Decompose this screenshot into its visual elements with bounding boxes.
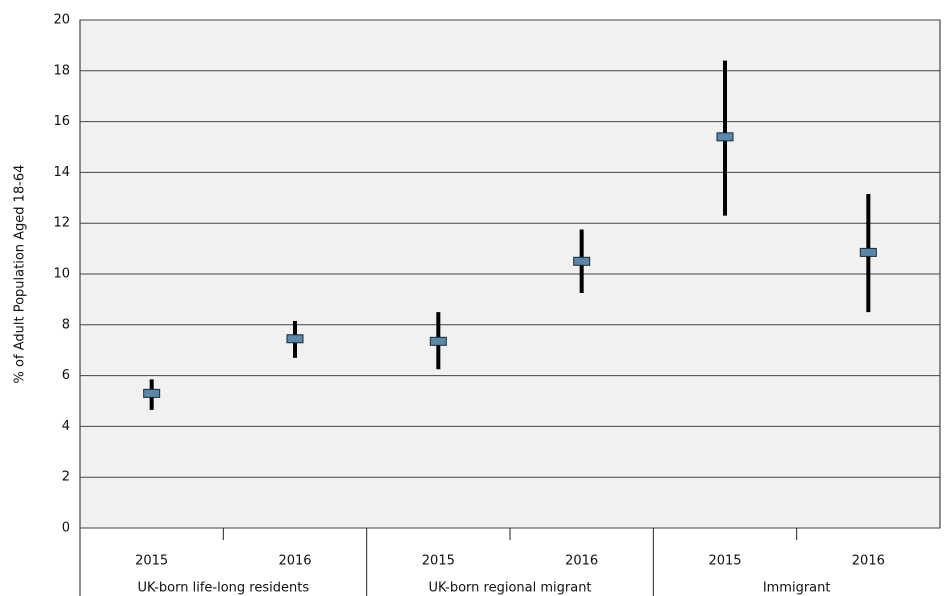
x-tick-label: 2015	[422, 554, 455, 569]
point-estimate	[716, 132, 734, 142]
x-tick-label: 2016	[278, 554, 311, 569]
y-tick-label: 14	[53, 165, 70, 180]
y-tick-label: 6	[62, 368, 70, 383]
y-tick-label: 4	[62, 419, 70, 434]
y-tick-label: 20	[53, 13, 70, 28]
y-tick-label: 12	[53, 216, 70, 231]
point-estimate	[429, 336, 447, 346]
y-tick-label: 0	[62, 521, 70, 536]
x-tick-label: 2016	[852, 554, 885, 569]
x-tick-label: 2015	[135, 554, 168, 569]
y-tick-label: 18	[53, 63, 70, 78]
y-tick-label: 10	[53, 267, 70, 282]
point-estimate	[859, 247, 877, 257]
group-label: UK-born regional migrant	[428, 581, 591, 596]
y-tick-label: 2	[62, 470, 70, 485]
group-label: UK-born life-long residents	[138, 581, 310, 596]
point-estimate	[286, 334, 304, 344]
y-tick-label: 8	[62, 317, 70, 332]
x-tick-label: 2015	[708, 554, 741, 569]
point-estimate	[143, 388, 161, 398]
y-tick-label: 16	[53, 114, 70, 129]
x-tick-label: 2016	[565, 554, 598, 569]
y-axis-label: % of Adult Population Aged 18-64	[13, 165, 28, 384]
point-estimate	[573, 256, 591, 266]
group-label: Immigrant	[763, 581, 831, 596]
